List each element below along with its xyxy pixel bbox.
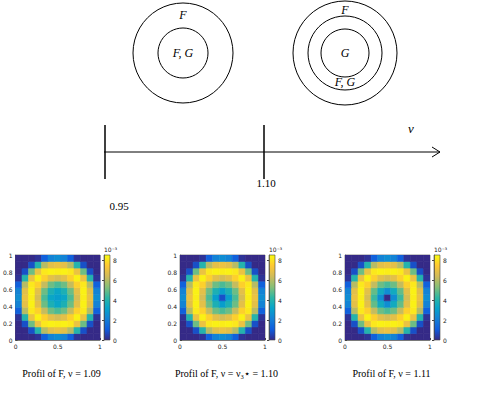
svg-text:F: F: [340, 3, 349, 17]
svg-text:0.8: 0.8: [167, 269, 177, 276]
svg-text:2: 2: [278, 317, 282, 324]
svg-text:0.95: 0.95: [109, 200, 129, 212]
svg-text:1.10: 1.10: [256, 177, 276, 189]
svg-text:0.6: 0.6: [167, 286, 177, 293]
svg-text:0: 0: [113, 337, 117, 344]
svg-text:0: 0: [14, 343, 18, 350]
svg-text:0.4: 0.4: [167, 303, 177, 310]
svg-text:0: 0: [338, 337, 342, 344]
svg-text:1: 1: [263, 343, 267, 350]
svg-text:0.8: 0.8: [332, 269, 342, 276]
svg-text:0.5: 0.5: [53, 343, 63, 350]
svg-text:0.5: 0.5: [383, 343, 393, 350]
svg-text:2: 2: [443, 317, 447, 324]
svg-text:6: 6: [113, 277, 117, 284]
svg-text:1: 1: [9, 252, 13, 259]
svg-text:0.2: 0.2: [3, 320, 13, 327]
svg-text:4: 4: [113, 297, 117, 304]
svg-text:0: 0: [278, 337, 282, 344]
svg-text:10⁻³: 10⁻³: [269, 246, 283, 253]
svg-text:1: 1: [173, 252, 177, 259]
svg-text:8: 8: [278, 257, 282, 264]
svg-text:6: 6: [443, 277, 447, 284]
svg-text:0: 0: [9, 337, 13, 344]
svg-text:6: 6: [278, 277, 282, 284]
svg-text:F, G: F, G: [334, 75, 356, 89]
svg-text:1: 1: [428, 343, 432, 350]
svg-text:0.2: 0.2: [332, 320, 342, 327]
svg-text:10⁻³: 10⁻³: [104, 246, 118, 253]
svg-text:2: 2: [113, 317, 117, 324]
svg-text:4: 4: [443, 297, 447, 304]
svg-text:1: 1: [98, 343, 102, 350]
svg-text:4: 4: [278, 297, 282, 304]
svg-text:0.6: 0.6: [332, 286, 342, 293]
svg-text:8: 8: [113, 257, 117, 264]
svg-text:1: 1: [338, 252, 342, 259]
svg-text:Profil of F, ν = ν₃⋆ = 1.10: Profil of F, ν = ν₃⋆ = 1.10: [175, 368, 278, 379]
svg-text:F: F: [178, 8, 187, 22]
svg-text:0: 0: [173, 337, 177, 344]
svg-text:G: G: [341, 46, 350, 60]
svg-text:ν: ν: [408, 121, 414, 136]
svg-text:F, G: F, G: [172, 46, 194, 60]
svg-text:0.8: 0.8: [3, 269, 13, 276]
svg-text:Profil of F, ν = 1.09: Profil of F, ν = 1.09: [22, 368, 101, 379]
svg-text:0.4: 0.4: [3, 303, 13, 310]
svg-text:0: 0: [343, 343, 347, 350]
svg-text:0.6: 0.6: [3, 286, 13, 293]
svg-text:8: 8: [443, 257, 447, 264]
svg-text:0.2: 0.2: [167, 320, 177, 327]
svg-text:0.5: 0.5: [218, 343, 228, 350]
svg-text:0.4: 0.4: [332, 303, 342, 310]
svg-text:0: 0: [178, 343, 182, 350]
svg-text:0: 0: [443, 337, 447, 344]
svg-text:10⁻³: 10⁻³: [434, 246, 448, 253]
svg-text:Profil of F, ν = 1.11: Profil of F, ν = 1.11: [352, 368, 430, 379]
